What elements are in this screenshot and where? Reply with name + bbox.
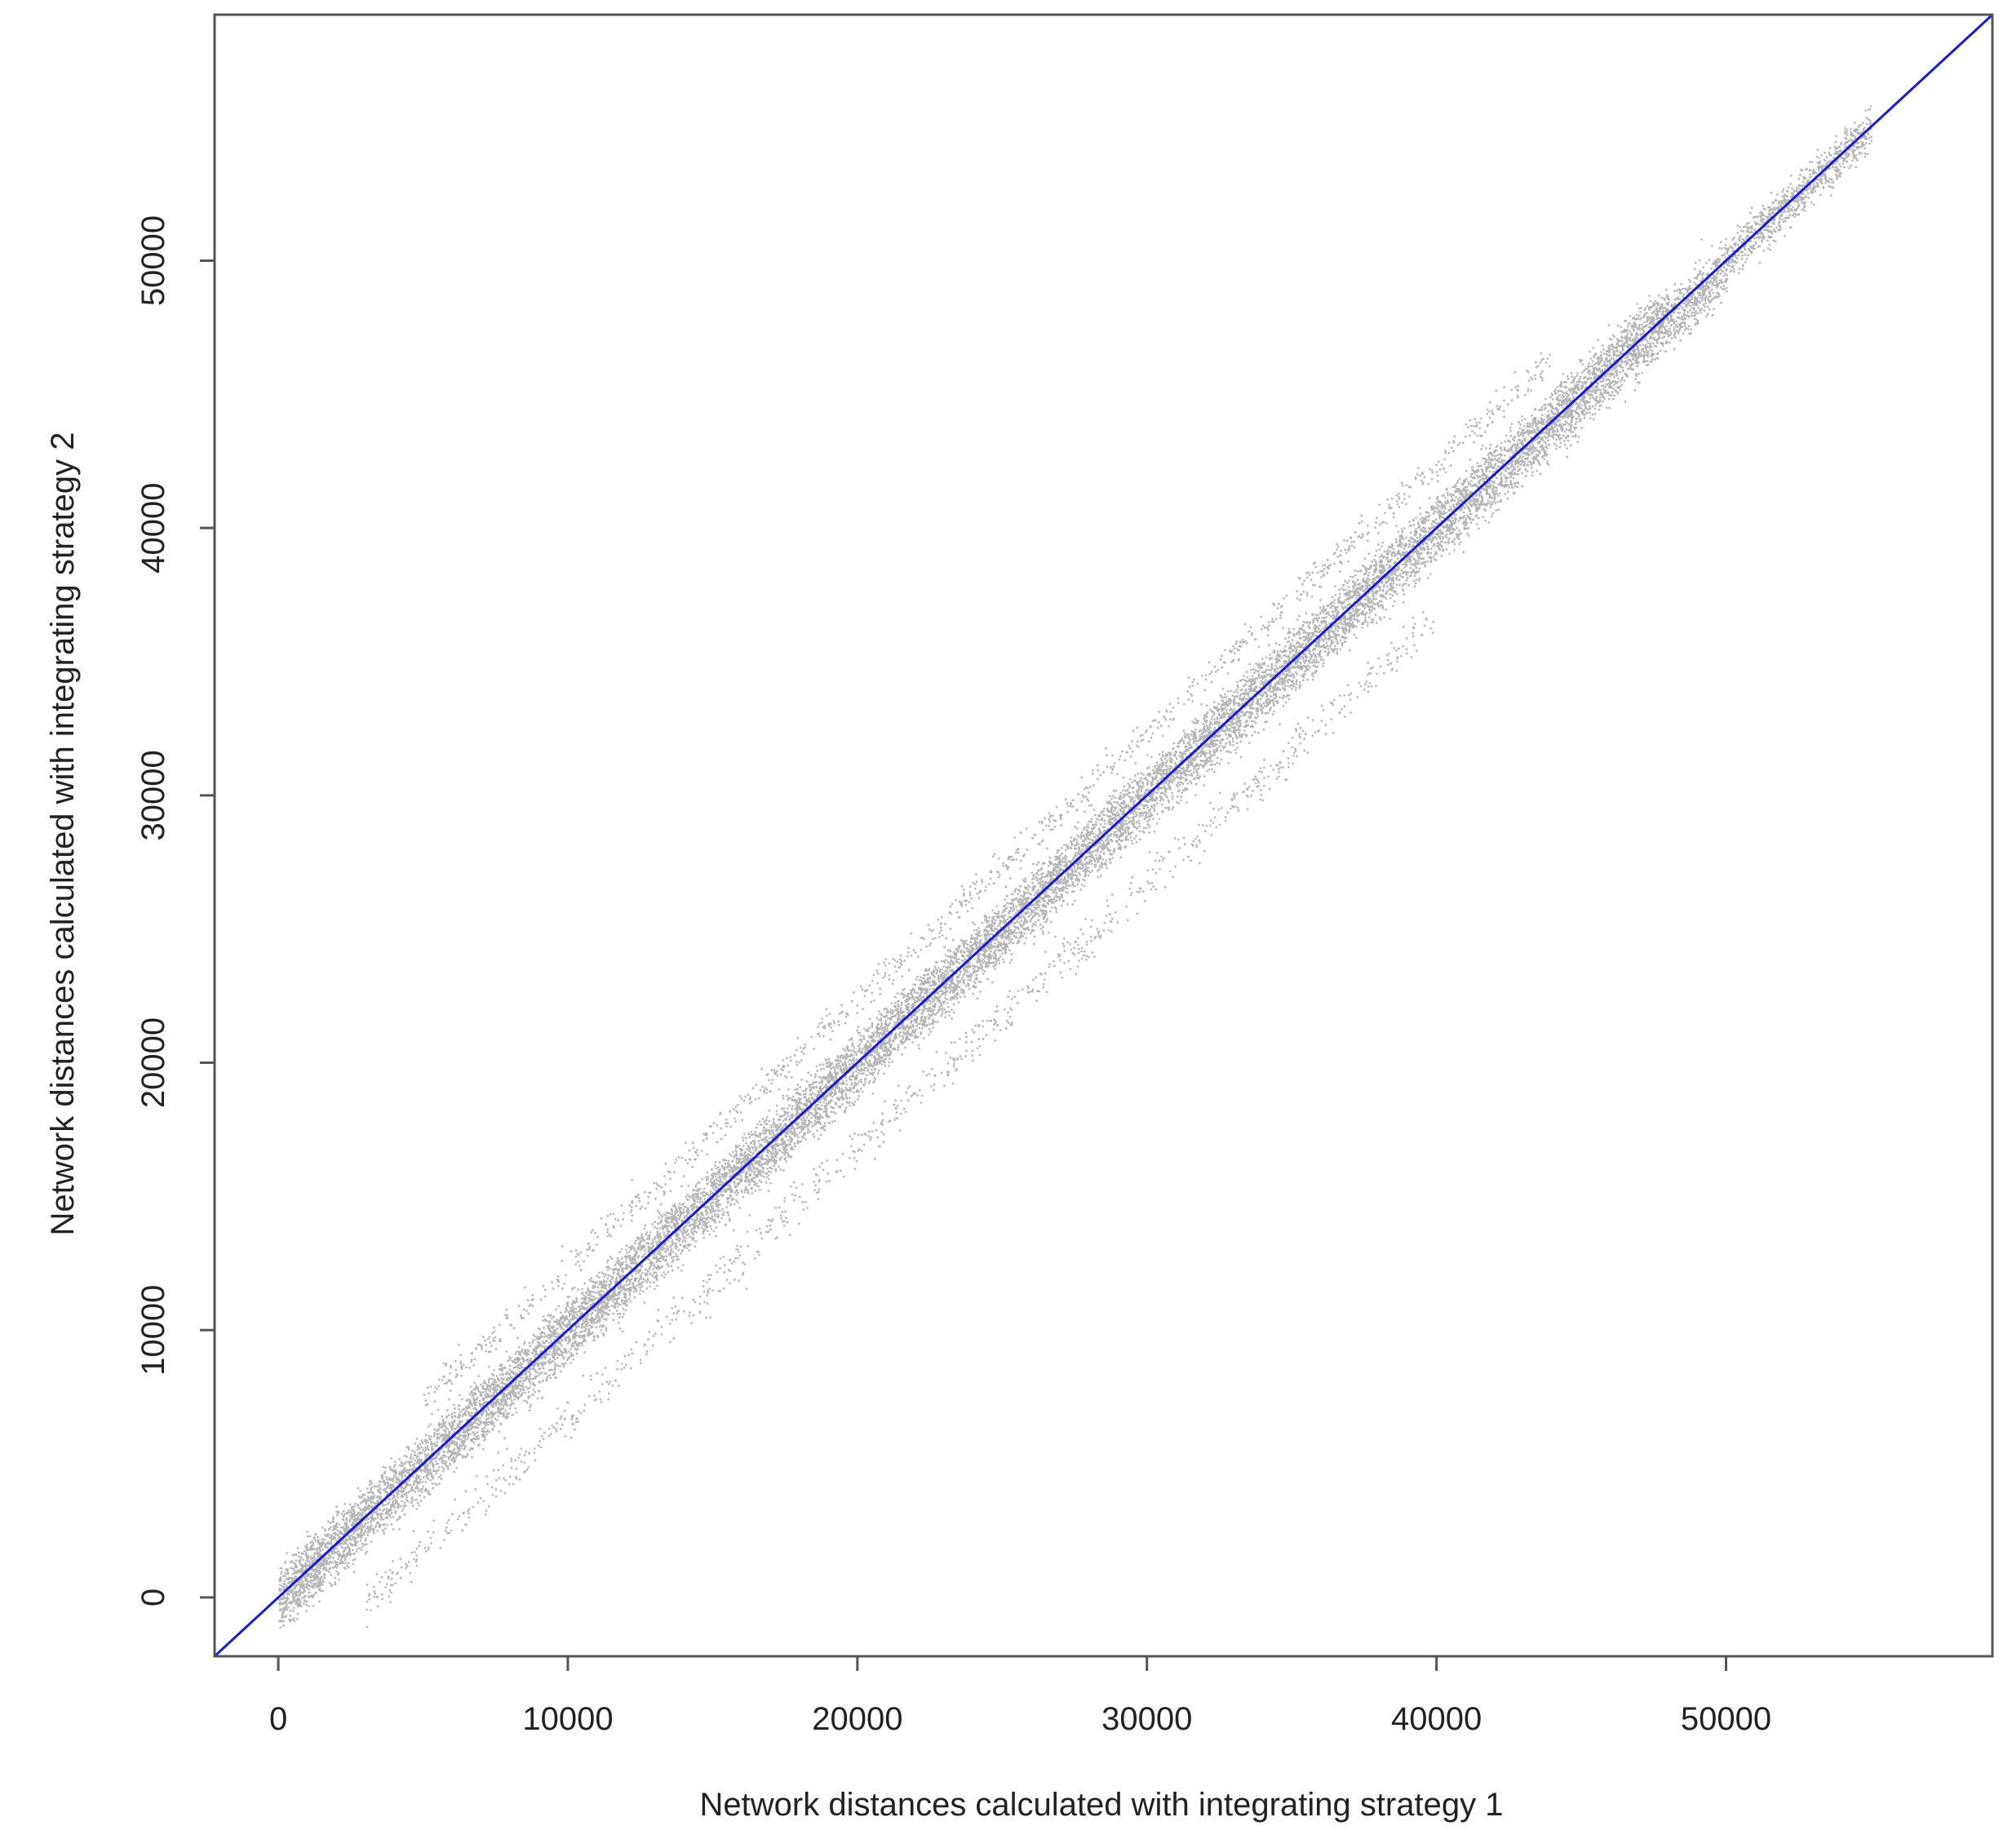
y-tick-label: 50000	[135, 215, 171, 306]
x-tick-label: 10000	[522, 1701, 613, 1737]
y-tick-label: 10000	[135, 1285, 171, 1376]
y-axis-label: Network distances calculated with integr…	[45, 432, 81, 1236]
x-axis-label: Network distances calculated with integr…	[700, 1787, 1504, 1823]
y-tick-label: 0	[135, 1589, 171, 1606]
x-tick-label: 50000	[1681, 1701, 1771, 1737]
plot-frame	[213, 13, 1994, 1658]
identity-line	[213, 13, 1994, 1658]
x-tick-label: 30000	[1101, 1701, 1192, 1737]
x-tick-label: 0	[269, 1701, 287, 1737]
y-tick-label: 40000	[135, 483, 171, 574]
x-axis: 0 10000 20000 30000 40000 50000	[269, 1656, 1771, 1737]
y-tick-label: 20000	[135, 1017, 171, 1108]
y-axis: 0 10000 20000 30000 40000 50000	[135, 215, 215, 1606]
y-tick-label: 30000	[135, 750, 171, 840]
x-tick-label: 20000	[812, 1701, 902, 1737]
x-tick-label: 40000	[1391, 1701, 1482, 1737]
scatter-points	[278, 105, 1873, 1629]
point-cloud	[278, 105, 1873, 1629]
